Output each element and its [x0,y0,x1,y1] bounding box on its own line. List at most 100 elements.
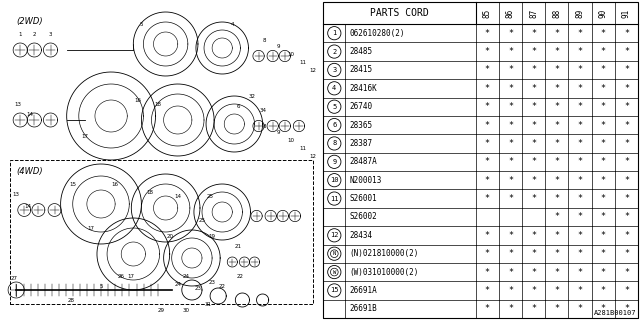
Text: *: * [508,304,513,313]
Text: *: * [577,65,582,75]
Text: S26002: S26002 [349,212,377,221]
Text: 9: 9 [277,44,280,49]
Text: *: * [577,176,582,185]
Text: *: * [554,231,559,240]
Text: *: * [601,268,605,276]
Bar [10,160,313,304]
Text: 23: 23 [209,279,216,284]
Text: *: * [531,121,536,130]
Text: 14: 14 [27,111,34,116]
Text: *: * [554,268,559,276]
Text: 12: 12 [330,232,339,238]
Text: 18: 18 [154,101,161,107]
Text: *: * [577,212,582,221]
Text: 5: 5 [332,104,337,110]
Text: *: * [577,157,582,166]
Text: 34: 34 [259,108,266,113]
Text: 17: 17 [81,133,88,139]
Text: *: * [554,102,559,111]
Text: 4: 4 [332,85,337,91]
Text: *: * [601,194,605,203]
Text: 062610280(2): 062610280(2) [349,29,405,38]
Text: *: * [624,29,629,38]
Text: 8: 8 [332,140,337,147]
Text: *: * [624,84,629,93]
Text: 29: 29 [158,308,165,313]
Text: 10: 10 [287,52,294,57]
Text: 13: 13 [15,101,22,107]
Text: *: * [577,249,582,258]
Text: 1: 1 [19,31,22,36]
Text: *: * [508,121,513,130]
Text: *: * [484,249,490,258]
Text: *: * [577,194,582,203]
Text: 26691A: 26691A [349,286,377,295]
Text: 21: 21 [235,244,242,249]
Text: 32: 32 [249,93,256,99]
Text: 20: 20 [166,234,173,238]
Text: *: * [624,47,629,56]
Text: *: * [624,231,629,240]
Text: *: * [601,139,605,148]
Text: 5: 5 [140,21,143,27]
Text: *: * [601,286,605,295]
Text: *: * [531,65,536,75]
Text: 3: 3 [49,31,52,36]
Text: *: * [508,102,513,111]
Text: *: * [577,139,582,148]
Text: *: * [484,157,490,166]
Text: *: * [508,157,513,166]
Text: *: * [624,212,629,221]
Text: *: * [508,249,513,258]
Text: 19: 19 [209,234,216,238]
Text: 89: 89 [575,8,584,18]
Text: *: * [531,84,536,93]
Text: *: * [601,304,605,313]
Text: *: * [554,304,559,313]
Text: *: * [531,139,536,148]
Text: *: * [624,286,629,295]
Text: *: * [554,194,559,203]
Text: 88: 88 [552,8,561,18]
Text: *: * [484,139,490,148]
Text: *: * [531,249,536,258]
Text: 17: 17 [128,274,135,278]
Text: *: * [484,84,490,93]
Text: *: * [601,231,605,240]
Text: 86: 86 [506,8,515,18]
Text: *: * [508,29,513,38]
Text: 15: 15 [330,287,339,293]
Text: 3: 3 [332,67,337,73]
Text: *: * [531,268,536,276]
Text: 26691B: 26691B [349,304,377,313]
Text: *: * [577,84,582,93]
Text: *: * [508,194,513,203]
Text: 30: 30 [182,308,189,313]
Text: 13: 13 [13,191,20,196]
Text: *: * [508,176,513,185]
Text: 24: 24 [174,282,181,286]
Text: 25: 25 [207,194,214,198]
Text: 25: 25 [198,218,205,222]
Text: *: * [554,47,559,56]
Text: *: * [531,176,536,185]
Text: N200013: N200013 [349,176,381,185]
Text: *: * [601,176,605,185]
Text: *: * [531,304,536,313]
Text: *: * [624,268,629,276]
Text: *: * [601,29,605,38]
Text: 28485: 28485 [349,47,372,56]
Text: 6: 6 [237,103,240,108]
Text: 1: 1 [332,30,337,36]
Text: *: * [508,47,513,56]
Text: 17: 17 [88,226,95,230]
Text: (4WD): (4WD) [16,167,43,176]
Text: *: * [531,29,536,38]
Text: 12: 12 [310,68,317,73]
Text: 5: 5 [99,284,103,289]
Text: *: * [554,249,559,258]
Text: S26001: S26001 [349,194,377,203]
Text: *: * [484,29,490,38]
Text: *: * [624,176,629,185]
Text: *: * [624,194,629,203]
